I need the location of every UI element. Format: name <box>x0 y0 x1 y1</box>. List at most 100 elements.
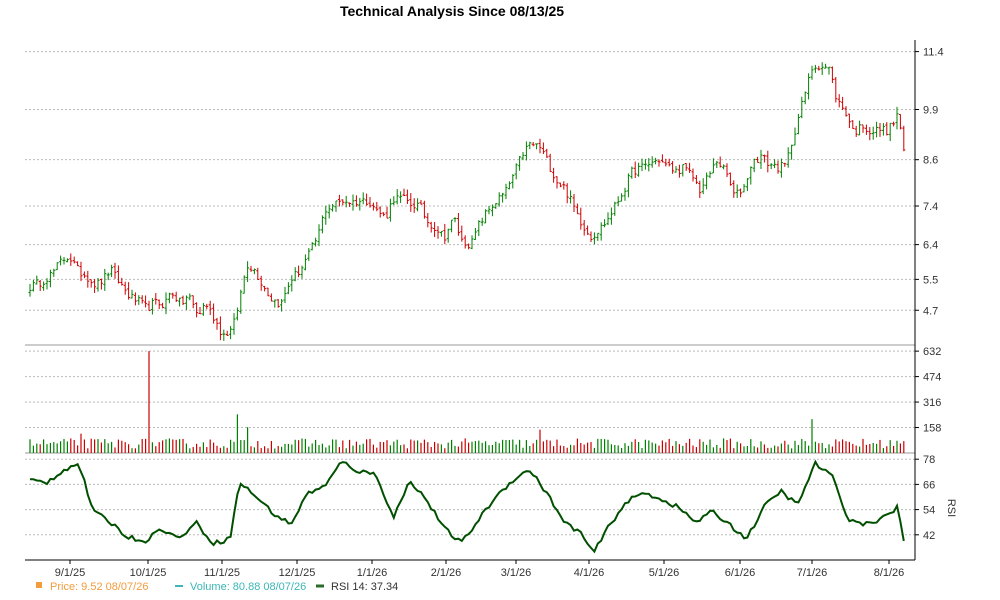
x-tick-label: 3/1/26 <box>501 567 532 579</box>
price-bar <box>834 76 838 103</box>
price-bar <box>586 225 590 235</box>
price-bar <box>521 152 525 161</box>
price-bar <box>565 183 569 204</box>
price-bar <box>205 303 209 310</box>
price-bar <box>348 202 352 207</box>
price-bar <box>106 272 110 281</box>
x-tick-label: 4/1/26 <box>574 567 605 579</box>
price-bar <box>303 254 307 271</box>
x-tick-label: 9/1/25 <box>55 567 86 579</box>
price-bar <box>436 226 440 239</box>
price-bar <box>164 292 168 315</box>
price-bar <box>38 279 42 292</box>
price-bar <box>484 209 488 224</box>
price-bar <box>711 158 715 174</box>
price-bar <box>337 194 341 207</box>
price-bar <box>450 219 454 233</box>
price-bar <box>167 292 171 304</box>
price-bar <box>150 298 154 315</box>
price-bar <box>596 232 600 241</box>
price-bar <box>861 124 865 133</box>
price-bar <box>538 138 542 154</box>
price-bar <box>320 215 324 234</box>
price-bar <box>52 268 56 277</box>
price-bar <box>157 299 161 310</box>
price-bar <box>609 207 613 225</box>
price-bar <box>212 303 216 324</box>
price-bar <box>35 275 39 285</box>
volume-axis-tick-label: 632 <box>923 346 941 358</box>
price-bar <box>616 196 620 207</box>
price-bar <box>290 275 294 292</box>
price-bar <box>433 222 437 238</box>
price-bar <box>365 193 369 206</box>
price-bar <box>888 122 892 142</box>
price-bar <box>572 193 576 212</box>
price-bar <box>467 243 471 250</box>
price-bar <box>439 230 443 237</box>
price-bar <box>718 156 722 168</box>
price-bar <box>501 192 505 203</box>
price-bar <box>412 198 416 213</box>
price-bar <box>722 164 726 170</box>
price-bar <box>208 300 212 316</box>
price-bar <box>735 184 739 198</box>
price-axis-tick-label: 5.5 <box>923 274 938 286</box>
price-bar <box>300 265 304 279</box>
price-axis-tick-label: 4.7 <box>923 305 938 317</box>
price-bar <box>623 187 627 201</box>
legend-rsi-label: RSI 14: 37.34 <box>331 581 398 593</box>
price-bar <box>800 96 804 119</box>
price-bar <box>65 258 69 263</box>
price-bar <box>582 219 586 236</box>
price-bar <box>881 123 885 136</box>
price-bar <box>603 219 607 228</box>
price-bar <box>698 180 702 199</box>
x-axis: 9/1/25 10/1/25 11/1/25 12/1/25 1/1/26 2/1/26 3… <box>25 40 916 579</box>
price-bar <box>127 282 131 300</box>
price-bar <box>460 225 464 242</box>
price-bar <box>48 269 52 288</box>
price-bar <box>640 158 644 172</box>
price-bar <box>473 227 477 240</box>
price-bar <box>195 302 199 318</box>
price-bar <box>626 173 630 198</box>
legend-rsi: RSI 14: 37.34 <box>316 581 398 593</box>
price-bar <box>283 286 287 304</box>
price-bar <box>518 156 522 171</box>
price-bar <box>745 178 749 192</box>
price-bar <box>858 120 862 136</box>
price-bar <box>531 141 535 147</box>
price-bar <box>766 150 770 173</box>
price-bar <box>725 163 729 178</box>
price-bar <box>310 242 314 251</box>
price-axis-tick-label: 11.4 <box>923 47 944 59</box>
price-bar <box>120 277 124 286</box>
legend: Price: 9.52 08/07/26 Volume: 80.88 08/07… <box>36 581 398 593</box>
price-bar <box>89 279 93 288</box>
price-bar <box>592 232 596 245</box>
rsi-axis-tick-label: 66 <box>923 479 935 491</box>
rsi-axis-tick-label: 54 <box>923 505 935 517</box>
price-bar <box>511 174 515 189</box>
price-bar <box>844 106 848 117</box>
price-bar <box>830 66 834 83</box>
price-bar <box>201 302 205 316</box>
price-bar <box>898 113 902 130</box>
price-bar <box>776 160 780 174</box>
price-bar <box>334 200 338 212</box>
price-bar <box>256 267 260 281</box>
price-bar <box>514 163 518 180</box>
price-bar <box>188 293 192 301</box>
price-bar <box>123 281 127 295</box>
price-bar <box>378 206 382 218</box>
price-bar <box>225 330 229 336</box>
price-bar <box>902 125 906 152</box>
price-bar <box>297 265 301 278</box>
price-bar <box>154 293 158 305</box>
price-bar <box>405 189 409 204</box>
price-bar <box>31 279 35 292</box>
x-tick-label: 5/1/26 <box>649 567 680 579</box>
price-bar <box>494 203 498 209</box>
price-bar <box>470 235 474 250</box>
